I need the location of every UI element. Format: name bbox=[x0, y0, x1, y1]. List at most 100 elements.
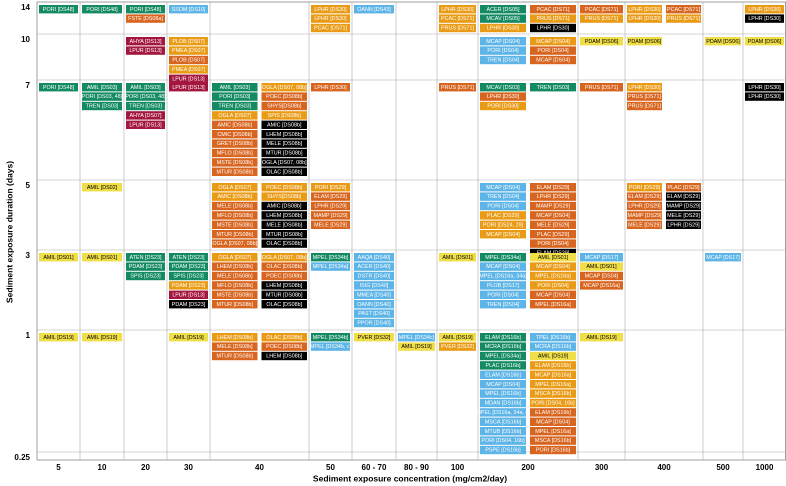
label-text: MSCA [DS16b] bbox=[535, 438, 572, 444]
label-box bbox=[530, 389, 576, 398]
label-box bbox=[261, 158, 307, 167]
label-box bbox=[82, 101, 122, 111]
label-text: PORI [DS04] bbox=[487, 48, 519, 54]
label-text: LPHR [DS30] bbox=[748, 16, 781, 22]
label-text: MTUR [DS08b] bbox=[216, 302, 253, 308]
label-text: PCAC [DS71] bbox=[585, 7, 618, 13]
label-text: MPEL [DS16a] bbox=[535, 382, 571, 388]
label-box bbox=[212, 201, 258, 211]
label-text: MPEL [DS34a] bbox=[485, 354, 521, 360]
label-box bbox=[169, 5, 208, 14]
label-box bbox=[439, 253, 476, 262]
label-box bbox=[666, 220, 701, 229]
label-box bbox=[261, 239, 307, 248]
label-text: ELAM [DS29] bbox=[314, 194, 347, 200]
label-text: PRUS [DS71] bbox=[441, 85, 474, 91]
label-text: OGLA [DS07] bbox=[218, 255, 251, 261]
label-box bbox=[480, 220, 526, 229]
label-box bbox=[666, 192, 701, 201]
label-box bbox=[627, 211, 662, 220]
y-tick-label: 0.25 bbox=[14, 453, 30, 462]
label-text: PLOB [DS17] bbox=[487, 283, 520, 289]
label-box bbox=[530, 239, 576, 248]
label-text: AMIL [DS03] bbox=[220, 85, 251, 91]
label-box bbox=[745, 83, 784, 92]
label-box bbox=[580, 5, 623, 14]
label-text: AMIL [DS01] bbox=[87, 255, 118, 261]
label-text: AMIL [DS19] bbox=[586, 335, 617, 341]
label-text: ATEN [DS23] bbox=[173, 255, 205, 261]
label-text: MPEL [DS34b] bbox=[313, 255, 349, 261]
label-text: CMIC [DS08b] bbox=[217, 132, 252, 138]
label-box bbox=[169, 74, 208, 83]
label-text: OGLA [DS07] bbox=[218, 185, 251, 191]
label-text: MSTE [DS08b] bbox=[217, 222, 253, 228]
label-box bbox=[169, 253, 208, 262]
label-text: LHEM [DS08b] bbox=[266, 283, 302, 289]
label-text: POEC [DS08b] bbox=[266, 274, 303, 280]
label-box bbox=[627, 220, 662, 229]
label-text: AMIL [DS19] bbox=[43, 335, 74, 341]
label-box bbox=[212, 333, 258, 342]
label-box bbox=[530, 5, 576, 14]
label-box bbox=[169, 333, 208, 342]
label-text: LPHR [DS30] bbox=[314, 16, 347, 22]
label-text: PCAC [DS71] bbox=[314, 26, 347, 32]
label-box bbox=[212, 239, 258, 248]
label-text: PORI [DS48] bbox=[43, 7, 75, 13]
label-text: PORI [DS03] bbox=[219, 94, 251, 100]
label-text: GRET [DS08b] bbox=[217, 141, 253, 147]
label-text: LPUR [DS13] bbox=[172, 85, 205, 91]
label-text: LPHR [DS30] bbox=[487, 26, 520, 32]
label-text: ELAM [DS29] bbox=[537, 185, 570, 191]
label-box bbox=[480, 55, 526, 65]
label-box bbox=[480, 290, 526, 299]
label-text: PLAC [DS29] bbox=[537, 232, 570, 238]
label-box bbox=[82, 333, 122, 342]
label-text: MCAP [DS04] bbox=[536, 264, 570, 270]
label-box bbox=[580, 281, 623, 290]
label-text: PDAM [DS23] bbox=[172, 302, 206, 308]
label-box bbox=[580, 253, 623, 262]
label-box bbox=[480, 5, 526, 14]
label-box bbox=[311, 83, 350, 92]
x-tick-label: 80 - 90 bbox=[404, 463, 429, 472]
label-box bbox=[480, 211, 526, 220]
label-text: PORI [DS48] bbox=[86, 7, 118, 13]
label-box bbox=[480, 192, 526, 201]
label-text: MMEA [DS40] bbox=[357, 292, 391, 298]
label-text: PORI [DS03, 48] bbox=[125, 94, 166, 100]
label-box bbox=[126, 83, 165, 92]
label-text: PDAM [DS06] bbox=[706, 39, 740, 45]
label-box bbox=[530, 271, 576, 281]
label-text: LHEM [DS08b] bbox=[217, 264, 253, 270]
label-box bbox=[311, 220, 350, 229]
y-tick-label: 5 bbox=[26, 181, 31, 190]
label-box bbox=[261, 220, 307, 229]
label-box bbox=[530, 46, 576, 55]
label-text: MTUR [DS08b] bbox=[266, 292, 303, 298]
label-box bbox=[261, 300, 307, 309]
label-box bbox=[530, 436, 576, 445]
label-text: OGLA [DS07, 08b] bbox=[262, 85, 307, 91]
label-box bbox=[439, 83, 476, 92]
label-text: PAST [DS40] bbox=[358, 311, 390, 317]
label-text: MELE [DS08b] bbox=[266, 222, 302, 228]
label-text: LHEM [DS08b] bbox=[217, 335, 253, 341]
label-box bbox=[580, 262, 623, 271]
label-text: TREN [DS04] bbox=[487, 302, 520, 308]
label-text: MFLO [DS08b] bbox=[217, 213, 253, 219]
label-box bbox=[169, 55, 208, 65]
label-text: PMEA [DS07] bbox=[172, 67, 205, 73]
label-box bbox=[212, 120, 258, 129]
label-box bbox=[580, 83, 623, 92]
label-text: MFLO [DS08b] bbox=[217, 283, 253, 289]
label-box bbox=[580, 333, 623, 342]
label-text: ELAM [DS29] bbox=[628, 194, 661, 200]
label-text: PLOB [DS07] bbox=[172, 58, 205, 64]
label-box bbox=[530, 361, 576, 370]
label-box bbox=[580, 14, 623, 23]
label-text: TPEL [DS16b] bbox=[536, 335, 571, 341]
label-box bbox=[212, 220, 258, 229]
